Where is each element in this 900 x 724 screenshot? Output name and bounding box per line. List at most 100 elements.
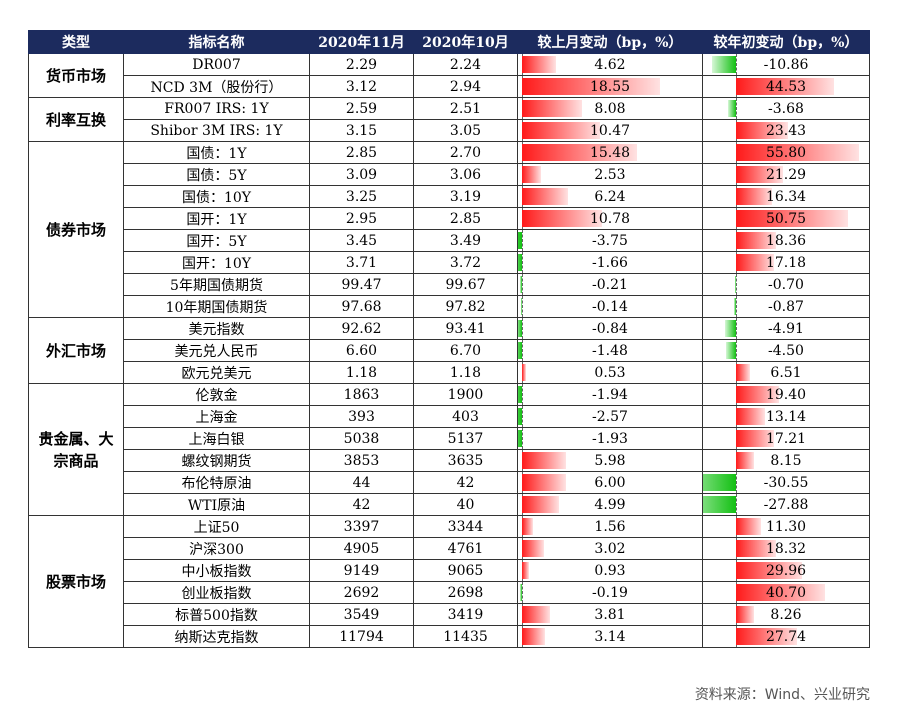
table-row: 中小板指数 9149 9065 0.93 29.96 <box>29 559 870 582</box>
mom-change-value: 10.47 <box>589 122 631 139</box>
ytd-change-bar <box>736 562 802 579</box>
header-ytd: 较年初变动（bp，%） <box>702 30 870 54</box>
ytd-change-cell: 13.14 <box>702 405 870 428</box>
ytd-change-bar <box>703 474 737 491</box>
table-row: 布伦特原油 44 42 6.00 -30.55 <box>29 471 870 494</box>
ytd-change-cell: -4.91 <box>702 317 870 340</box>
nov-value: 3.25 <box>309 185 414 208</box>
mom-change-value: -0.14 <box>592 298 628 315</box>
indicator-name: 10年期国债期货 <box>123 295 310 318</box>
ytd-change-bar <box>736 430 774 447</box>
ytd-change-value: 40.70 <box>765 584 807 601</box>
oct-value: 2.94 <box>413 75 518 98</box>
mom-change-value: 0.53 <box>594 364 626 381</box>
mom-change-cell: 10.78 <box>517 207 703 230</box>
oct-value: 9065 <box>413 559 518 582</box>
indicator-name: 美元指数 <box>123 317 310 340</box>
mom-change-bar <box>518 254 522 271</box>
mom-change-value: 4.99 <box>594 496 626 513</box>
ytd-change-zero-axis <box>736 494 738 515</box>
mom-change-value: 10.78 <box>589 210 631 227</box>
mom-change-value: -3.75 <box>592 232 628 249</box>
ytd-change-value: 8.26 <box>770 606 802 623</box>
mom-change-bar <box>520 276 522 293</box>
table-row: Shibor 3M IRS: 1Y 3.15 3.05 10.47 23.43 <box>29 119 870 142</box>
ytd-change-bar <box>736 210 848 227</box>
mom-change-cell: -3.75 <box>517 229 703 252</box>
mom-change-value: -1.48 <box>592 342 628 359</box>
mom-change-value: -0.19 <box>592 584 628 601</box>
oct-value: 403 <box>413 405 518 428</box>
indicator-name: 国开：10Y <box>123 251 310 274</box>
mom-change-bar <box>518 408 522 425</box>
mom-change-cell: 18.55 <box>517 75 703 98</box>
indicator-name: 标普500指数 <box>123 603 310 626</box>
oct-value: 99.67 <box>413 273 518 296</box>
indicator-name: Shibor 3M IRS: 1Y <box>123 119 310 142</box>
ytd-change-zero-axis <box>736 296 738 317</box>
ytd-change-cell: -3.68 <box>702 97 870 120</box>
mom-change-cell: -1.93 <box>517 427 703 450</box>
mom-change-cell: 1.56 <box>517 515 703 538</box>
oct-value: 6.70 <box>413 339 518 362</box>
ytd-change-value: 17.18 <box>765 254 807 271</box>
mom-change-zero-axis <box>521 230 523 251</box>
mom-change-bar <box>521 606 551 623</box>
mom-change-bar <box>521 562 529 579</box>
mom-change-cell: 0.93 <box>517 559 703 582</box>
ytd-change-bar <box>712 56 737 73</box>
ytd-change-value: 18.32 <box>765 540 807 557</box>
indicator-name: 沪深300 <box>123 537 310 560</box>
ytd-change-bar <box>736 584 826 601</box>
mom-change-zero-axis <box>521 582 523 603</box>
oct-value: 3.06 <box>413 163 518 186</box>
indicator-name: 螺纹钢期货 <box>123 449 310 472</box>
oct-value: 2.70 <box>413 141 518 164</box>
source-note: 资料来源：Wind、兴业研究 <box>694 687 870 703</box>
ytd-change-cell: -4.50 <box>702 339 870 362</box>
mom-change-bar <box>521 628 546 645</box>
ytd-change-cell: -0.70 <box>702 273 870 296</box>
nov-value: 6.60 <box>309 339 414 362</box>
mom-change-bar <box>521 122 600 139</box>
ytd-change-bar <box>736 254 774 271</box>
indicator-name: 美元兑人民币 <box>123 339 310 362</box>
ytd-change-value: 6.51 <box>770 364 802 381</box>
mom-change-cell: -0.14 <box>517 295 703 318</box>
mom-change-value: 2.53 <box>594 166 626 183</box>
mom-change-bar <box>521 56 557 73</box>
nov-value: 42 <box>309 493 414 516</box>
table-row: 欧元兑美元 1.18 1.18 0.53 6.51 <box>29 361 870 384</box>
mom-change-value: -2.57 <box>592 408 628 425</box>
mom-change-value: 6.00 <box>594 474 626 491</box>
table-row: 债券市场 国债：1Y 2.85 2.70 15.48 55.80 <box>28 141 870 318</box>
mom-change-value: 0.93 <box>594 562 626 579</box>
ytd-change-bar <box>736 452 755 469</box>
table-row: 10年期国债期货 97.68 97.82 -0.14 -0.87 <box>29 295 870 318</box>
group-label: 股票市场 <box>28 515 124 648</box>
ytd-change-cell: -10.86 <box>702 53 870 76</box>
oct-value: 40 <box>413 493 518 516</box>
mom-change-cell: 8.08 <box>517 97 703 120</box>
nov-value: 11794 <box>309 625 414 648</box>
mom-change-bar <box>521 518 534 535</box>
ytd-change-cell: 17.18 <box>702 251 870 274</box>
table-body: 货币市场 DR007 2.29 2.24 4.62 -10.86 NCD 3M（股份行） 3.… <box>28 53 870 648</box>
table-row: NCD 3M（股份行） 3.12 2.94 18.55 44.53 <box>29 75 870 98</box>
ytd-change-cell: -30.55 <box>702 471 870 494</box>
mom-change-bar <box>520 298 522 315</box>
ytd-change-cell: 11.30 <box>702 515 870 538</box>
indicator-name: 中小板指数 <box>123 559 310 582</box>
oct-value: 5137 <box>413 427 518 450</box>
table-row: 利率互换 FR007 IRS: 1Y 2.59 2.51 8.08 -3.68 <box>28 97 870 142</box>
ytd-change-value: -4.50 <box>768 342 804 359</box>
ytd-change-bar <box>736 606 755 623</box>
mom-change-value: 3.14 <box>594 628 626 645</box>
group-label: 外汇市场 <box>28 317 124 384</box>
mom-change-value: 8.08 <box>594 100 626 117</box>
ytd-change-value: 13.14 <box>765 408 807 425</box>
mom-change-value: -1.93 <box>592 430 628 447</box>
table-row: 国开：5Y 3.45 3.49 -3.75 18.36 <box>29 229 870 252</box>
oct-value: 3635 <box>413 449 518 472</box>
mom-change-cell: 6.24 <box>517 185 703 208</box>
